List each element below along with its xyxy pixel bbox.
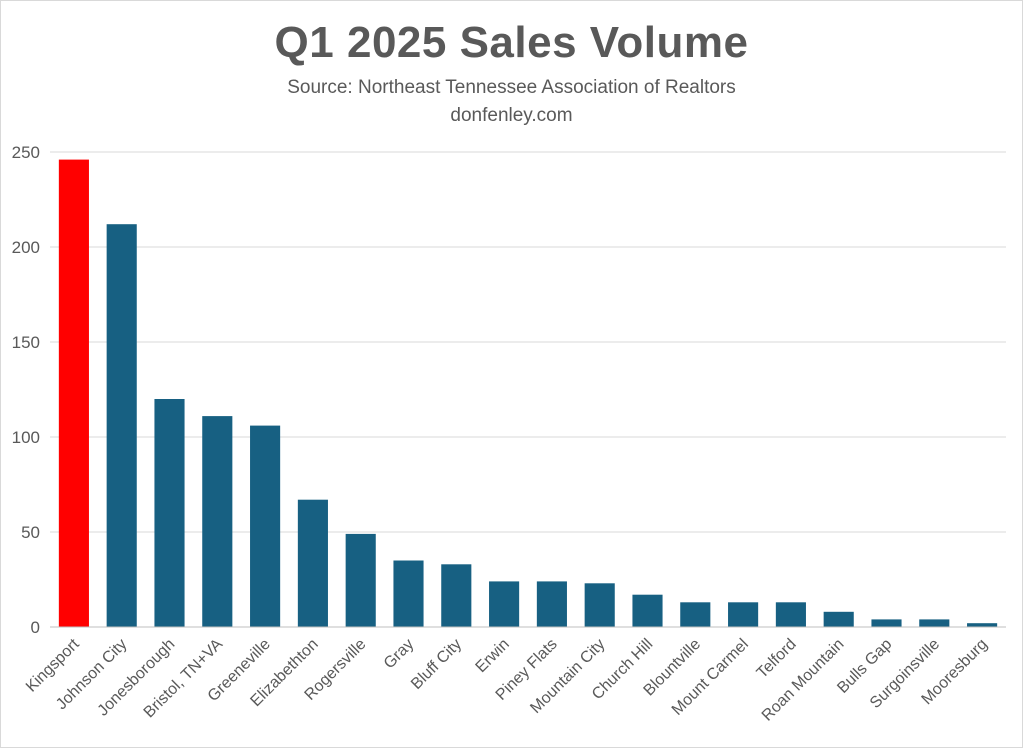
x-tick-label: Telford bbox=[754, 636, 800, 682]
bar-roan-mountain bbox=[823, 611, 854, 627]
chart-subtitle-website: donfenley.com bbox=[450, 105, 573, 126]
x-tick-label: Bluff City bbox=[408, 636, 465, 693]
bar-telford bbox=[775, 602, 806, 627]
bar-mountain-city bbox=[584, 583, 615, 627]
bar-piney-flats bbox=[536, 581, 567, 627]
bar-johnson-city bbox=[106, 224, 137, 627]
bar-blountville bbox=[680, 602, 711, 627]
bar-greeneville bbox=[250, 425, 281, 627]
bar-surgoinsville bbox=[919, 619, 950, 627]
bar-kingsport bbox=[58, 159, 89, 627]
x-tick-label: Erwin bbox=[473, 636, 513, 676]
bar-bulls-gap bbox=[871, 619, 902, 627]
bar-bristol-tn-va bbox=[202, 416, 233, 627]
y-tick-label: 0 bbox=[31, 618, 40, 637]
bar-church-hill bbox=[632, 594, 663, 627]
bar-mount-carmel bbox=[728, 602, 759, 627]
chart-title: Q1 2025 Sales Volume bbox=[274, 18, 749, 67]
bar-mooresburg bbox=[967, 623, 998, 627]
y-tick-label: 50 bbox=[21, 523, 40, 542]
y-tick-label: 250 bbox=[12, 143, 40, 162]
x-tick-label: Gray bbox=[381, 636, 418, 673]
bar-bluff-city bbox=[441, 564, 472, 627]
y-tick-label: 100 bbox=[12, 428, 40, 447]
y-tick-label: 150 bbox=[12, 333, 40, 352]
bar-rogersville bbox=[345, 533, 376, 627]
bar-jonesborough bbox=[154, 399, 185, 627]
bar-erwin bbox=[489, 581, 520, 627]
y-tick-label: 200 bbox=[12, 238, 40, 257]
chart-subtitle-source: Source: Northeast Tennessee Association … bbox=[287, 77, 736, 98]
x-tick-label: Roan Mountain bbox=[759, 636, 848, 725]
bar-elizabethton bbox=[297, 499, 328, 627]
bar-gray bbox=[393, 560, 424, 627]
